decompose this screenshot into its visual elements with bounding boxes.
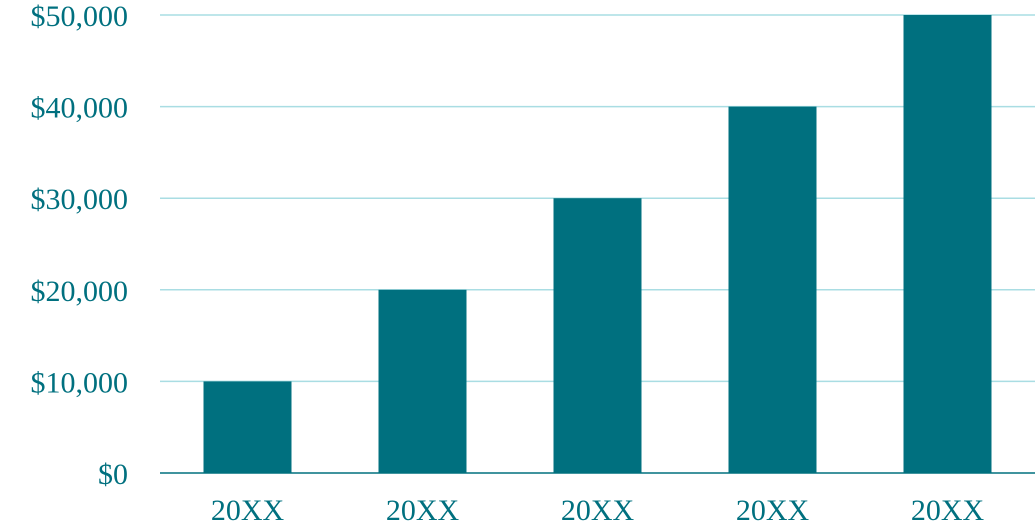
x-tick-label: 20XX <box>211 494 285 527</box>
x-tick-label: 20XX <box>561 494 635 527</box>
y-tick-label: $0 <box>98 458 128 491</box>
x-tick-label: 20XX <box>386 494 460 527</box>
x-tick-labels: 20XX 20XX 20XX 20XX 20XX <box>211 494 985 527</box>
bar <box>378 289 467 473</box>
y-tick-label: $30,000 <box>31 183 129 216</box>
x-tick-label: 20XX <box>736 494 810 527</box>
bar <box>728 106 817 473</box>
y-tick-labels: $0 $10,000 $20,000 $30,000 $40,000 $50,000 <box>31 0 129 491</box>
x-tick-label: 20XX <box>911 494 985 527</box>
bar <box>553 198 642 473</box>
y-tick-label: $50,000 <box>31 0 129 33</box>
y-tick-label: $40,000 <box>31 92 129 125</box>
bar <box>903 15 992 473</box>
bar <box>203 381 292 473</box>
bar-layer <box>203 15 992 473</box>
y-tick-label: $20,000 <box>31 275 129 308</box>
y-tick-label: $10,000 <box>31 366 129 399</box>
